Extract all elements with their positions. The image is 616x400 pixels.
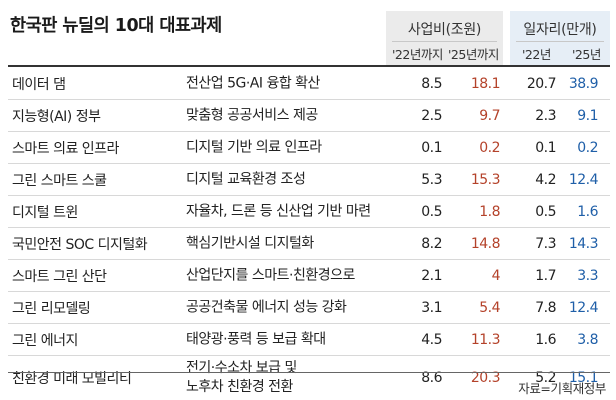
jobs-2022: 1.6 (535, 331, 556, 348)
table-bottom-rule (8, 372, 610, 373)
jobs-header-label: 일자리(만개) (523, 22, 597, 38)
jobs-2022: 2.3 (535, 107, 556, 124)
investment-2025: 4 (491, 267, 501, 284)
table-row: 스마트 의료 인프라 디지털 기반 의료 인프라 0.1 0.2 0.1 0.2 (8, 132, 610, 164)
jobs-2022: 5.2 (535, 370, 556, 386)
project-name: 데이터 댐 (12, 76, 66, 93)
table-row: 스마트 그린 산단 산업단지를 스마트·친환경으로 2.1 4 1.7 3.3 (8, 260, 610, 292)
investment-2022: 8.5 (421, 75, 442, 92)
jobs-2025: 3.8 (577, 331, 598, 348)
project-name: 디지털 트윈 (12, 204, 78, 221)
project-description: 전산업 5G·AI 융합 확산 (186, 75, 320, 91)
jobs-2025: 38.9 (568, 75, 599, 92)
project-name: 친환경 미래 모빌리티 (12, 371, 132, 387)
jobs-2022: 20.7 (526, 75, 557, 92)
jobs-sub-2025: '25년 (572, 47, 601, 62)
table-row: 지능형(AI) 정부 맞춤형 공공서비스 제공 2.5 9.7 2.3 9.1 (8, 100, 610, 132)
project-name: 국민안전 SOC 디지털화 (12, 236, 148, 253)
page-title: 한국판 뉴딜의 10대 대표과제 (10, 16, 222, 36)
table-row: 그린 스마트 스쿨 디지털 교육환경 조성 5.3 15.3 4.2 12.4 (8, 164, 610, 196)
project-name: 그린 리모델링 (12, 300, 91, 317)
jobs-2025: 12.4 (568, 171, 599, 188)
project-description: 맞춤형 공공서비스 제공 (186, 107, 318, 123)
jobs-2022: 7.8 (535, 299, 556, 316)
investment-2025: 11.3 (470, 331, 501, 348)
investment-2022: 8.2 (421, 235, 442, 252)
jobs-2025: 3.3 (577, 267, 598, 284)
table-row: 국민안전 SOC 디지털화 핵심기반시설 디지털화 8.2 14.8 7.3 1… (8, 228, 610, 260)
investment-header-label: 사업비(조원) (407, 22, 482, 38)
project-name: 그린 스마트 스쿨 (12, 172, 107, 189)
project-name: 스마트 의료 인프라 (12, 140, 119, 157)
project-name: 지능형(AI) 정부 (12, 108, 101, 125)
investment-sub-2025: '25년까지 (448, 47, 499, 62)
jobs-header: 일자리(만개) '22년 '25년 (510, 11, 610, 65)
investment-2025: 9.7 (479, 107, 500, 124)
investment-2025: 20.3 (470, 370, 501, 386)
table-top-rule (8, 65, 610, 67)
jobs-2025: 15.1 (568, 370, 599, 386)
jobs-2022: 0.5 (535, 203, 556, 220)
investment-header: 사업비(조원) '22년까지 '25년까지 (386, 11, 503, 65)
investment-2025: 15.3 (470, 171, 501, 188)
investment-2022: 8.6 (421, 370, 442, 386)
table-row: 그린 에너지 태양광·풍력 등 보급 확대 4.5 11.3 1.6 3.8 (8, 324, 610, 356)
investment-2022: 0.5 (421, 203, 442, 220)
project-description: 자율차, 드론 등 신산업 기반 마련 (186, 203, 371, 219)
investment-2022: 2.5 (421, 107, 442, 124)
investment-2022: 3.1 (421, 299, 442, 316)
project-table: 데이터 댐 전산업 5G·AI 융합 확산 8.5 18.1 20.7 38.9… (8, 68, 610, 400)
jobs-2022: 7.3 (535, 235, 556, 252)
jobs-2022: 0.1 (535, 139, 556, 156)
table-row: 그린 리모델링 공공건축물 에너지 성능 강화 3.1 5.4 7.8 12.4 (8, 292, 610, 324)
table-row: 디지털 트윈 자율차, 드론 등 신산업 기반 마련 0.5 1.8 0.5 1… (8, 196, 610, 228)
jobs-2022: 4.2 (535, 171, 556, 188)
investment-2025: 0.2 (479, 139, 500, 156)
project-description: 산업단지를 스마트·친환경으로 (186, 267, 355, 283)
investment-2022: 5.3 (421, 171, 442, 188)
project-description: 핵심기반시설 디지털화 (186, 235, 314, 251)
project-name: 그린 에너지 (12, 332, 78, 349)
project-description-line-2: 노후차 친환경 전환 (186, 379, 293, 395)
investment-header-divider (392, 41, 497, 42)
jobs-2022: 1.7 (535, 267, 556, 284)
investment-2025: 14.8 (470, 235, 501, 252)
jobs-header-divider (516, 41, 604, 42)
investment-2022: 0.1 (421, 139, 442, 156)
investment-2025: 5.4 (479, 299, 500, 316)
jobs-2025: 12.4 (568, 299, 599, 316)
jobs-2025: 9.1 (577, 107, 598, 124)
investment-2022: 2.1 (421, 267, 442, 284)
jobs-2025: 0.2 (577, 139, 598, 156)
investment-2025: 18.1 (470, 75, 501, 92)
project-description: 디지털 기반 의료 인프라 (186, 139, 322, 155)
project-description: 디지털 교육환경 조성 (186, 171, 306, 187)
project-description: 공공건축물 에너지 성능 강화 (186, 299, 347, 315)
jobs-2025: 1.6 (577, 203, 598, 220)
jobs-sub-2022: '22년 (522, 47, 551, 62)
project-description: 전기·수소차 보급 및 노후차 친환경 전환 (186, 359, 297, 397)
table-row: 데이터 댐 전산업 5G·AI 융합 확산 8.5 18.1 20.7 38.9 (8, 68, 610, 100)
source-note: 자료=기획재정부 (518, 381, 606, 396)
project-description: 태양광·풍력 등 보급 확대 (186, 331, 326, 347)
project-name: 스마트 그린 산단 (12, 268, 107, 285)
investment-sub-2022: '22년까지 (392, 47, 443, 62)
project-description-line-1: 전기·수소차 보급 및 (186, 360, 297, 376)
investment-2022: 4.5 (421, 331, 442, 348)
jobs-2025: 14.3 (568, 235, 599, 252)
investment-2025: 1.8 (479, 203, 500, 220)
